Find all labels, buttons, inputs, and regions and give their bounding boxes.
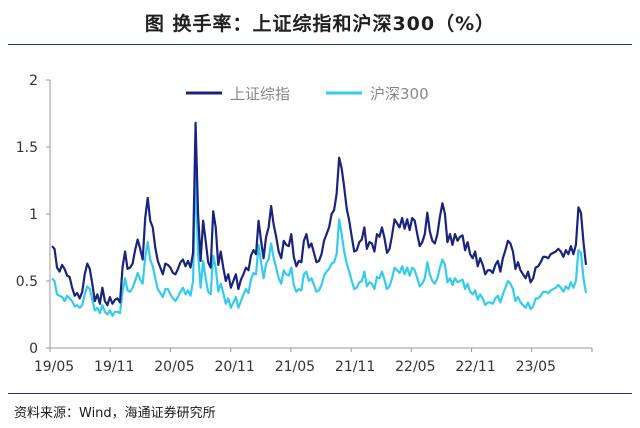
- title-band: 图 换手率：上证综指和沪深300（%）: [0, 0, 640, 44]
- y-tick-label: 1: [29, 207, 38, 223]
- series-line-csi300: [51, 168, 588, 317]
- x-tick-label: 20/11: [214, 359, 254, 375]
- y-tick-label: 0.5: [16, 274, 38, 290]
- chart-canvas: 0 0.5 1 1.5 2 19/05 19/11 20/05 20/11 21/05 21/11 2…: [16, 73, 593, 375]
- x-tick-label: 23/05: [516, 359, 556, 375]
- x-tick-label: 20/05: [154, 359, 194, 375]
- x-tick-label: 22/11: [455, 359, 495, 375]
- x-tick-label: 19/11: [94, 359, 134, 375]
- legend-item-sse-composite-label: 上证综指: [230, 85, 290, 103]
- legend-item-csi300-label: 沪深300: [370, 85, 429, 103]
- source-divider: [8, 393, 632, 394]
- y-tick-label: 2: [29, 73, 38, 89]
- x-tick-label: 19/05: [34, 359, 74, 375]
- y-tick-label: 0: [29, 341, 38, 357]
- source-note: 资料来源：Wind，海通证券研究所: [14, 406, 216, 421]
- x-tick-label: 21/05: [275, 359, 315, 375]
- series-line-sse-composite: [51, 121, 588, 307]
- title-divider: [8, 44, 632, 45]
- x-tick-label: 22/05: [395, 359, 435, 375]
- y-tick-label: 1.5: [16, 140, 38, 156]
- x-tick-label: 21/11: [335, 359, 375, 375]
- chart-title: 图 换手率：上证综指和沪深300（%）: [144, 12, 496, 35]
